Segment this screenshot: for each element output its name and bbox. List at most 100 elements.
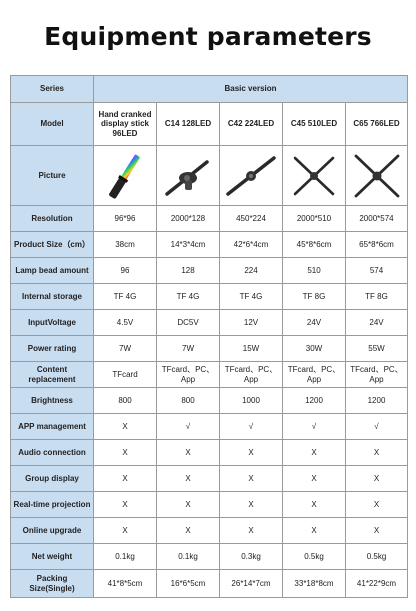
- row-value: X: [345, 439, 408, 466]
- row-label: Net weight: [10, 543, 94, 570]
- row-value: 12V: [219, 309, 283, 336]
- row-value: X: [345, 517, 408, 544]
- row-value: X: [93, 439, 157, 466]
- model-row: Model Hand cranked display stick 96LED C…: [10, 102, 408, 146]
- row-label: Resolution: [10, 205, 94, 232]
- row-value: X: [219, 517, 283, 544]
- row-value: 15W: [219, 335, 283, 362]
- spec-row: Net weight 0.1kg 0.1kg 0.3kg 0.5kg 0.5kg: [10, 543, 408, 570]
- picture-cell: [93, 145, 157, 206]
- row-value: 4.5V: [93, 309, 157, 336]
- row-value: TF 4G: [156, 283, 220, 310]
- row-value: 2000*510: [282, 205, 346, 232]
- row-value: 800: [156, 387, 220, 414]
- row-value: TFcard、PC、App: [219, 361, 283, 388]
- row-value: 42*6*4cm: [219, 231, 283, 258]
- row-value: 7W: [93, 335, 157, 362]
- row-value: X: [93, 413, 157, 440]
- row-value: X: [219, 439, 283, 466]
- row-value: 26*14*7cm: [219, 569, 283, 598]
- row-value: X: [219, 491, 283, 518]
- row-label: InputVoltage: [10, 309, 94, 336]
- row-value: 0.5kg: [282, 543, 346, 570]
- spec-row: Audio connection X X X X X: [10, 439, 408, 466]
- row-value: X: [219, 465, 283, 492]
- picture-cell: [156, 145, 220, 206]
- row-value: 128: [156, 257, 220, 284]
- row-value: 0.5kg: [345, 543, 408, 570]
- picture-label: Picture: [10, 145, 94, 206]
- row-label: Power rating: [10, 335, 94, 362]
- row-value: 1200: [345, 387, 408, 414]
- row-label: Lamp bead amount: [10, 257, 94, 284]
- row-value: 41*8*5cm: [93, 569, 157, 598]
- spec-row: Content replacement TFcard TFcard、PC、App TF…: [10, 361, 408, 388]
- version-header: Basic version: [93, 75, 408, 103]
- four-blade-fan-icon: [293, 156, 335, 195]
- row-value: X: [156, 439, 220, 466]
- row-value: DC5V: [156, 309, 220, 336]
- spec-row: Brightness 800 800 1000 1200 1200: [10, 387, 408, 414]
- row-value: 224: [219, 257, 283, 284]
- row-value: 800: [93, 387, 157, 414]
- model-name: C42 224LED: [219, 102, 283, 146]
- row-value: 2000*574: [345, 205, 408, 232]
- row-value: 510: [282, 257, 346, 284]
- row-value: TFcard、PC、App: [345, 361, 408, 388]
- four-blade-fan-large-icon: [354, 154, 400, 197]
- row-value: TFcard、PC、App: [156, 361, 220, 388]
- row-label: Group display: [10, 465, 94, 492]
- spec-row: InputVoltage 4.5V DC5V 12V 24V 24V: [10, 309, 408, 336]
- row-value: TFcard: [93, 361, 157, 388]
- row-value: 55W: [345, 335, 408, 362]
- row-value: X: [93, 491, 157, 518]
- spec-row: APP management X √ √ √ √: [10, 413, 408, 440]
- row-value: 14*3*4cm: [156, 231, 220, 258]
- row-label: Brightness: [10, 387, 94, 414]
- row-value: 0.1kg: [156, 543, 220, 570]
- row-label: APP management: [10, 413, 94, 440]
- two-blade-fan-long-icon: [226, 155, 276, 196]
- spec-row: Packing Size(Single) 41*8*5cm 16*6*5cm 26*1…: [10, 569, 408, 598]
- row-value: X: [282, 517, 346, 544]
- row-value: 96*96: [93, 205, 157, 232]
- picture-cell: [345, 145, 408, 206]
- model-name: Hand cranked display stick 96LED: [93, 102, 157, 146]
- row-value: TF 8G: [282, 283, 346, 310]
- row-value: 24V: [345, 309, 408, 336]
- model-name: C65 766LED: [345, 102, 408, 146]
- display-stick-icon: [109, 154, 140, 199]
- row-value: X: [156, 465, 220, 492]
- row-label: Packing Size(Single): [10, 569, 94, 598]
- spec-row: Resolution 96*96 2000*128 450*224 2000*510 20…: [10, 205, 408, 232]
- picture-cell: [282, 145, 346, 206]
- row-label: Real-time projection: [10, 491, 94, 518]
- row-value: TF 4G: [219, 283, 283, 310]
- series-header: Series: [10, 75, 94, 103]
- row-value: X: [345, 465, 408, 492]
- spec-row: Lamp bead amount 96 128 224 510 574: [10, 257, 408, 284]
- picture-row: Picture: [10, 145, 408, 206]
- row-value: 16*6*5cm: [156, 569, 220, 598]
- row-value: 33*18*8cm: [282, 569, 346, 598]
- row-value: TFcard、PC、App: [282, 361, 346, 388]
- row-value: X: [156, 491, 220, 518]
- row-value: 1200: [282, 387, 346, 414]
- row-value: 24V: [282, 309, 346, 336]
- spec-row: Online upgrade X X X X X: [10, 517, 408, 544]
- row-value: X: [345, 491, 408, 518]
- picture-cell: [219, 145, 283, 206]
- row-value: 96: [93, 257, 157, 284]
- row-value: X: [282, 439, 346, 466]
- row-value: 0.3kg: [219, 543, 283, 570]
- row-value: X: [93, 465, 157, 492]
- row-value: 41*22*9cm: [345, 569, 408, 598]
- row-value: TF 4G: [93, 283, 157, 310]
- row-value: √: [345, 413, 408, 440]
- row-value: 2000*128: [156, 205, 220, 232]
- row-label: Audio connection: [10, 439, 94, 466]
- row-value: √: [156, 413, 220, 440]
- row-value: 1000: [219, 387, 283, 414]
- row-value: √: [219, 413, 283, 440]
- model-name: C14 128LED: [156, 102, 220, 146]
